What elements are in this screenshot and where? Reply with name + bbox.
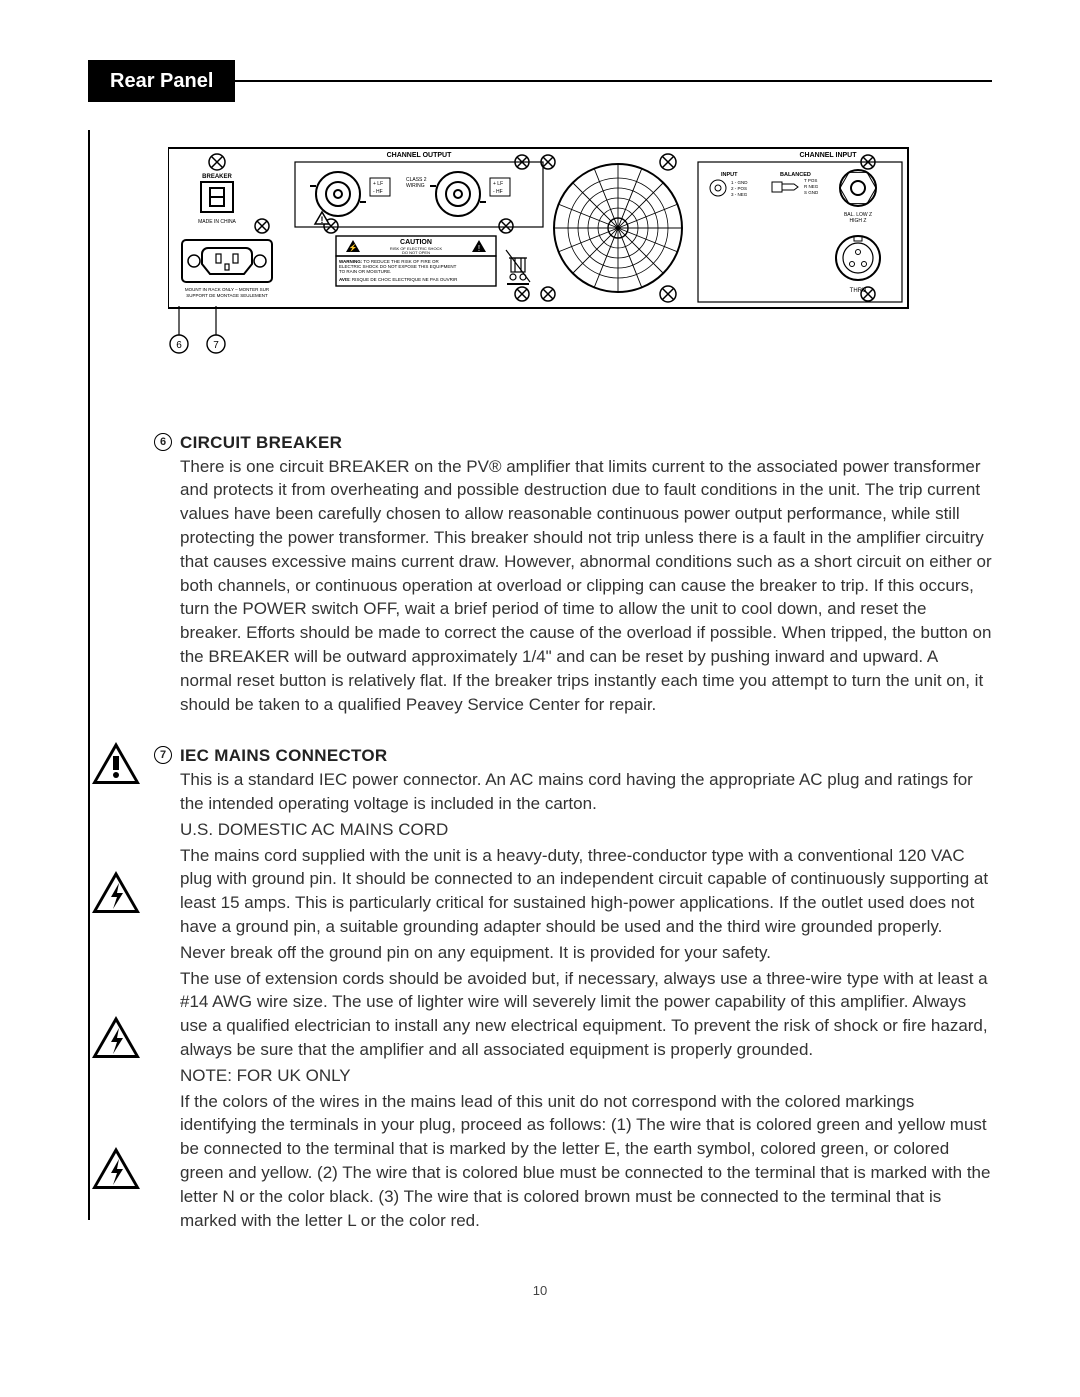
section-num-7: 7 [154, 746, 172, 764]
svg-text:+ LF: + LF [493, 181, 503, 187]
rear-panel-diagram: BREAKER MADE IN CHINA MOUNT IN RACK ONLY… [168, 144, 992, 361]
svg-text:THRU: THRU [850, 288, 867, 294]
channel-output-label: CHANNEL OUTPUT [387, 152, 453, 159]
svg-text:WIRING: WIRING [406, 183, 425, 189]
warning-bolt-icon [90, 869, 142, 915]
svg-text:- HF: - HF [373, 189, 383, 195]
page-number: 10 [88, 1282, 992, 1300]
section-title-6: CIRCUIT BREAKER [180, 431, 992, 455]
svg-text:2 - POS: 2 - POS [731, 186, 747, 191]
svg-text:3 - NEG: 3 - NEG [731, 192, 748, 197]
section-header: Rear Panel [88, 60, 992, 102]
svg-text:+ LF: + LF [373, 181, 383, 187]
callout-7: 7 [213, 340, 219, 351]
svg-text:AVIS: RISQUE DE CHOC ELECTRIQU: AVIS: RISQUE DE CHOC ELECTRIQUE NE PAS O… [339, 277, 458, 282]
warning-exclaim-icon [90, 740, 142, 786]
svg-text:INPUT: INPUT [721, 172, 738, 178]
section-title-7: IEC MAINS CONNECTOR [180, 744, 992, 768]
svg-text:T POS: T POS [804, 178, 817, 183]
section-num-6: 6 [154, 433, 172, 451]
section-body-6: There is one circuit BREAKER on the PV® … [180, 455, 992, 717]
mount-note-2: SUPPORT DE MONTAGE SEULEMENT [186, 293, 268, 298]
svg-text:DO NOT OPEN: DO NOT OPEN [402, 250, 430, 255]
header-rule [235, 80, 992, 82]
section-circuit-breaker: 6 CIRCUIT BREAKER There is one circuit B… [180, 431, 992, 717]
svg-text:⚡: ⚡ [349, 243, 358, 252]
warning-bolt-icon [90, 1014, 142, 1060]
svg-text:R NEG: R NEG [804, 184, 819, 189]
section-iec-mains: 7 IEC MAINS CONNECTOR This is a standard… [180, 744, 992, 1232]
svg-text:TO RAIN OR MOISTURE.: TO RAIN OR MOISTURE. [339, 269, 391, 274]
section-body-7: This is a standard IEC power connector. … [180, 768, 992, 1232]
channel-input-label: CHANNEL INPUT [799, 152, 857, 159]
callout-6: 6 [176, 340, 182, 351]
svg-text:HIGH Z: HIGH Z [850, 218, 867, 224]
left-vertical-rule [88, 130, 90, 1220]
warning-bolt-icon [90, 1145, 142, 1191]
svg-text:CAUTION: CAUTION [400, 239, 432, 246]
mount-note-1: MOUNT IN RACK ONLY – MONTER SUR [185, 287, 270, 292]
made-in-label: MADE IN CHINA [198, 219, 236, 225]
header-tab: Rear Panel [88, 60, 235, 102]
svg-text:!: ! [321, 215, 324, 225]
svg-text:S GND: S GND [804, 190, 819, 195]
svg-text:!: ! [478, 244, 480, 253]
breaker-label: BREAKER [202, 174, 232, 180]
svg-text:1 - GND: 1 - GND [731, 180, 748, 185]
svg-text:- HF: - HF [493, 189, 503, 195]
